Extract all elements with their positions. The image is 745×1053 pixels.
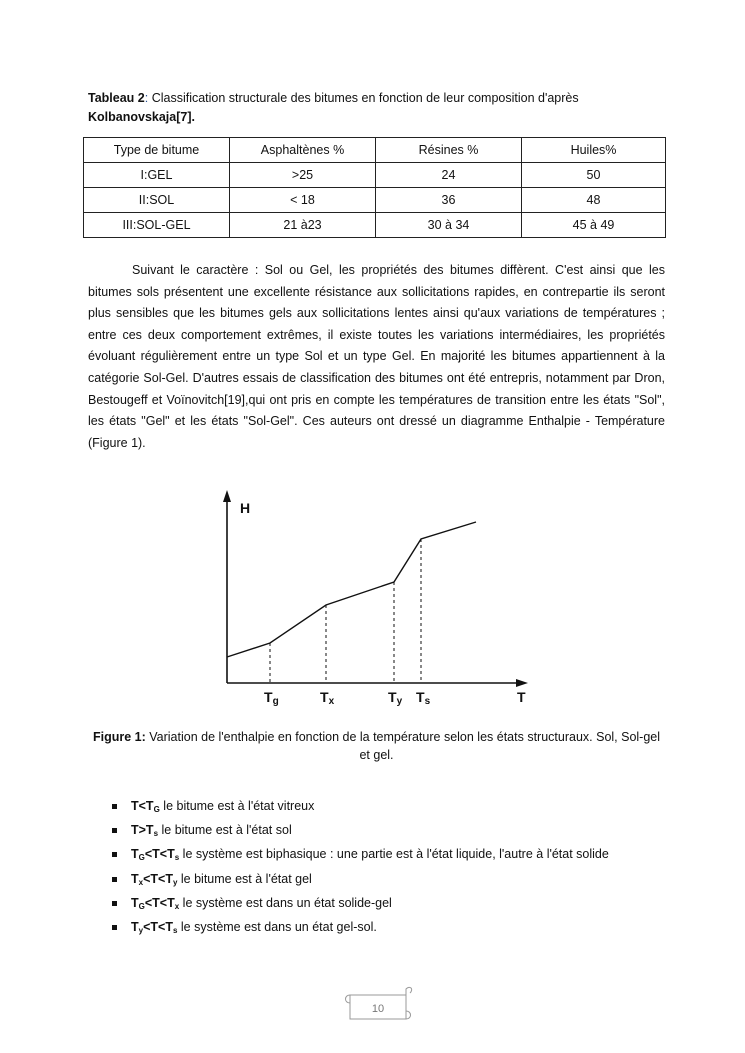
enthalpy-curve [226, 521, 477, 658]
table-cell: II:SOL [83, 187, 230, 213]
classification-table: Type de bitume Asphaltènes % Résines % H… [83, 137, 666, 238]
table-row: III:SOL-GEL 21 à23 30 à 34 45 à 49 [83, 212, 666, 238]
table-cell: 30 à 34 [375, 212, 522, 238]
y-axis-arrow-icon [223, 490, 231, 502]
page-number: 10 [372, 1003, 384, 1015]
header-cell: Asphaltènes % [229, 137, 376, 163]
list-item: T<TG le bitume est à l'état vitreux [103, 796, 665, 820]
list-item: T>Ts le bitume est à l'état sol [103, 820, 665, 844]
table-cell: III:SOL-GEL [83, 212, 230, 238]
condition: T [131, 871, 139, 886]
item-text: le bitume est à l'état vitreux [159, 799, 315, 813]
subscript: G [138, 901, 145, 911]
item-text: le système est dans un état gel-sol. [177, 920, 377, 935]
square-bullet-icon [112, 804, 117, 809]
condition: <T<T [143, 920, 173, 935]
square-bullet-icon [112, 876, 117, 882]
table-cell: 45 à 49 [521, 212, 666, 238]
list-item: TG<T<Tx le système est dans un état soli… [103, 893, 665, 917]
square-bullet-icon [112, 852, 117, 858]
table-caption-text: Classification structurale des bitumes e… [148, 91, 579, 105]
page-number-scroll: 10 [345, 986, 413, 1020]
subscript: x [138, 877, 144, 887]
subscript: x [174, 901, 180, 911]
square-bullet-icon [112, 900, 117, 906]
subscript: s [153, 829, 159, 839]
y-axis-label: H [240, 500, 250, 516]
condition: T>T [131, 823, 154, 838]
subscript: s [174, 853, 180, 863]
state-list: T<TG le bitume est à l'état vitreux T>Ts… [103, 796, 665, 941]
list-item: Tx<T<Ty le bitume est à l'état gel [103, 869, 665, 893]
condition: <T<T [144, 847, 175, 862]
item-text: le système est dans un état solide-gel [179, 895, 392, 910]
item-text: le bitume est à l'état sol [158, 823, 292, 838]
condition: T [131, 895, 139, 910]
table-cell: 21 à23 [229, 212, 376, 238]
subscript: y [138, 926, 144, 936]
item-text: le bitume est à l'état gel [177, 871, 312, 886]
tick-label-tg: Tg [264, 689, 279, 707]
figure-caption: Figure 1: Variation de l'enthalpie en fo… [88, 728, 665, 764]
table-label-colon: : [144, 91, 149, 105]
paragraph-text: Suivant le caractère : Sol ou Gel, les p… [88, 263, 665, 450]
condition: <T<T [144, 895, 175, 910]
square-bullet-icon [112, 925, 117, 931]
body-paragraph: Suivant le caractère : Sol ou Gel, les p… [88, 260, 665, 454]
list-item: TG<T<Ts le système est biphasique : une … [103, 844, 665, 868]
table-caption: Tableau 2: Classification structurale de… [88, 89, 668, 127]
subscript: s [172, 926, 178, 936]
subscript: G [138, 853, 145, 863]
condition: T [131, 847, 139, 862]
table-caption-author: Kolbanovskaja[7]. [88, 110, 195, 124]
table-header-row: Type de bitume Asphaltènes % Résines % H… [83, 137, 666, 163]
list-item: Ty<T<Ts le système est dans un état gel-… [103, 917, 665, 941]
x-axis-label: T [517, 689, 526, 705]
tick-label-ts: Ts [416, 689, 431, 707]
condition: T<T [131, 799, 154, 813]
condition: <T<T [143, 871, 173, 886]
square-bullet-icon [112, 828, 117, 834]
subscript: G [153, 805, 160, 814]
table-cell: >25 [229, 162, 376, 188]
x-axis-arrow-icon [516, 679, 528, 687]
tick-label-ty: Ty [388, 689, 403, 707]
condition: T [131, 920, 139, 935]
header-cell: Huiles% [521, 137, 666, 163]
tick-label-tx: Tx [320, 689, 335, 707]
item-text: le système est biphasique : une partie e… [179, 847, 609, 862]
table-label: Tableau 2 [88, 91, 145, 105]
subscript: y [172, 877, 178, 887]
table-cell: 24 [375, 162, 522, 188]
figure-caption-text: Variation de l'enthalpie en fonction de … [145, 730, 661, 762]
figure-label: Figure 1: [92, 730, 146, 744]
